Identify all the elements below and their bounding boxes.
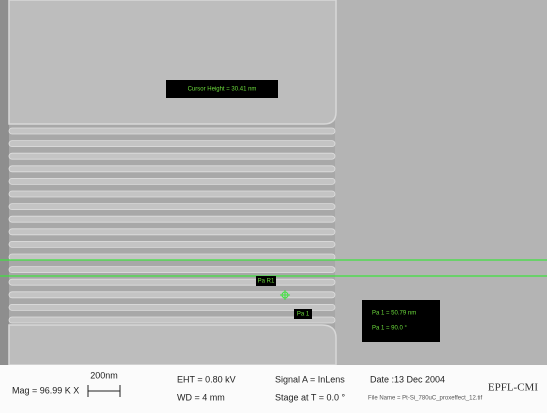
grating-line bbox=[9, 304, 335, 310]
annotation: Cursor Height = 30.41 nm bbox=[188, 87, 257, 93]
sem-image: Cursor Height = 30.41 nm Pa R1 Pa 1 Pa 1… bbox=[0, 0, 547, 413]
info-text: EHT = 0.80 kV bbox=[177, 374, 236, 384]
grating-line bbox=[9, 128, 335, 134]
logo: EPFL-CMI bbox=[488, 382, 538, 394]
grating-line bbox=[9, 178, 335, 184]
grating-line bbox=[9, 317, 335, 323]
annotation: Pa 1 = 90.0 ° bbox=[372, 326, 408, 332]
annotation: Pa R1 bbox=[258, 279, 275, 285]
grating-line bbox=[9, 267, 335, 273]
grating-line bbox=[9, 216, 335, 222]
grating-line bbox=[9, 153, 335, 159]
info-text: WD = 4 mm bbox=[177, 392, 225, 402]
info-text: Date :13 Dec 2004 bbox=[370, 374, 445, 384]
info-text: 200nm bbox=[90, 370, 118, 380]
grating-line bbox=[9, 204, 335, 210]
info-text: Stage at T = 0.0 ° bbox=[275, 392, 345, 402]
grating-line bbox=[9, 241, 335, 247]
info-text: File Name = Pt-Si_780uC_proxeffect_12.ti… bbox=[368, 396, 482, 402]
grating-line bbox=[9, 254, 335, 260]
page: Cursor Height = 30.41 nm Pa R1 Pa 1 Pa 1… bbox=[0, 0, 547, 413]
top-pad bbox=[9, 0, 336, 124]
grating-line bbox=[9, 229, 335, 235]
left-edge bbox=[0, 0, 9, 365]
info-text: Signal A = InLens bbox=[275, 374, 345, 384]
annotation: Pa 1 bbox=[297, 312, 310, 318]
annotation: Pa 1 = 50.79 nm bbox=[372, 311, 416, 317]
grating-line bbox=[9, 141, 335, 147]
info-bar bbox=[0, 365, 547, 413]
grating-line bbox=[9, 166, 335, 172]
grating-line bbox=[9, 191, 335, 197]
info-text: Mag = 96.99 K X bbox=[12, 385, 79, 395]
label-box bbox=[362, 300, 440, 342]
grating-line bbox=[9, 279, 335, 285]
bottom-pad bbox=[9, 325, 336, 365]
